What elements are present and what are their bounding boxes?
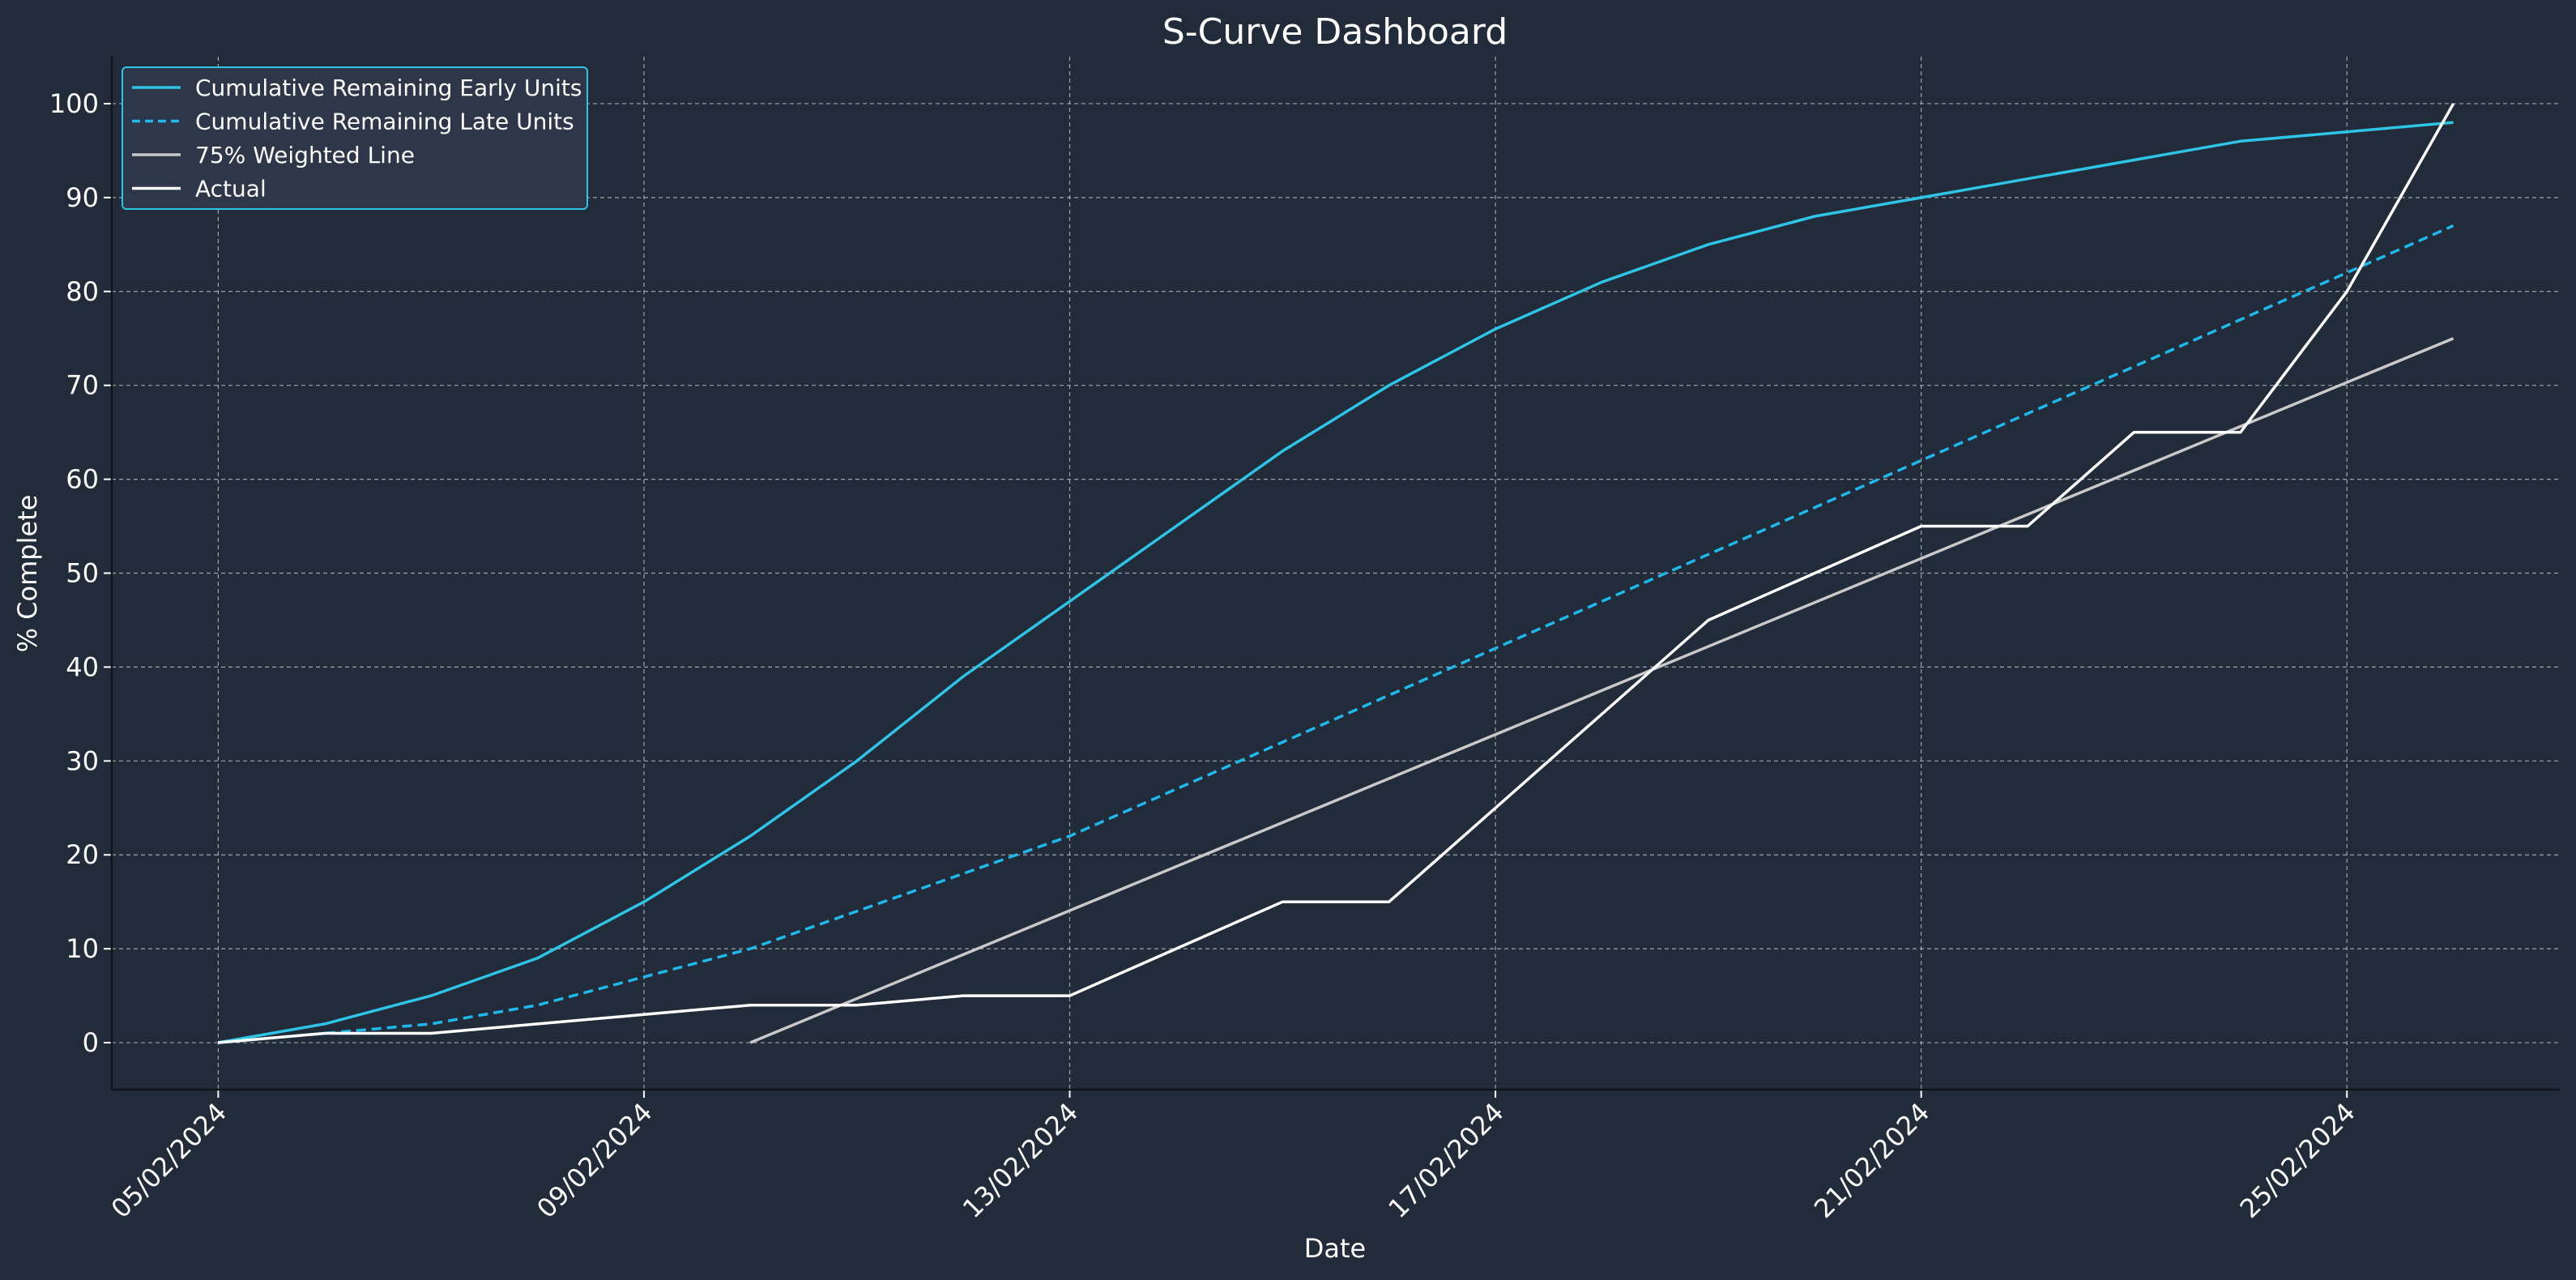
y-tick-label: 0 <box>83 1027 99 1058</box>
series-line-3 <box>749 337 2454 1044</box>
legend-box <box>122 66 588 210</box>
y-tick-label: 50 <box>66 558 99 589</box>
series-line-1 <box>218 121 2454 1044</box>
grid <box>112 57 2560 1090</box>
y-tick-label: 20 <box>66 839 99 870</box>
y-tick-label: 40 <box>66 651 99 682</box>
y-tick-label: 70 <box>66 370 99 401</box>
y-tick-label: 100 <box>49 88 99 119</box>
legend: Cumulative Remaining Early Units Cumulati… <box>122 66 588 210</box>
legend-label: 75% Weighted Line <box>195 142 415 169</box>
x-axis-title: Date <box>1304 1233 1366 1264</box>
legend-label: Cumulative Remaining Late Units <box>195 109 574 135</box>
series-line-4 <box>218 103 2455 1044</box>
y-tick-label: 10 <box>66 933 99 964</box>
y-tick-label: 60 <box>66 464 99 495</box>
legend-label: Cumulative Remaining Early Units <box>195 75 582 101</box>
y-tick-label: 30 <box>66 745 99 776</box>
series-line-2 <box>218 224 2454 1044</box>
y-tick-label: 90 <box>66 182 99 213</box>
series-group <box>218 103 2455 1044</box>
chart-title: S-Curve Dashboard <box>1162 11 1508 53</box>
y-axis-title: % Complete <box>12 495 43 653</box>
legend-label: Actual <box>195 176 267 203</box>
y-tick-label: 80 <box>66 276 99 307</box>
